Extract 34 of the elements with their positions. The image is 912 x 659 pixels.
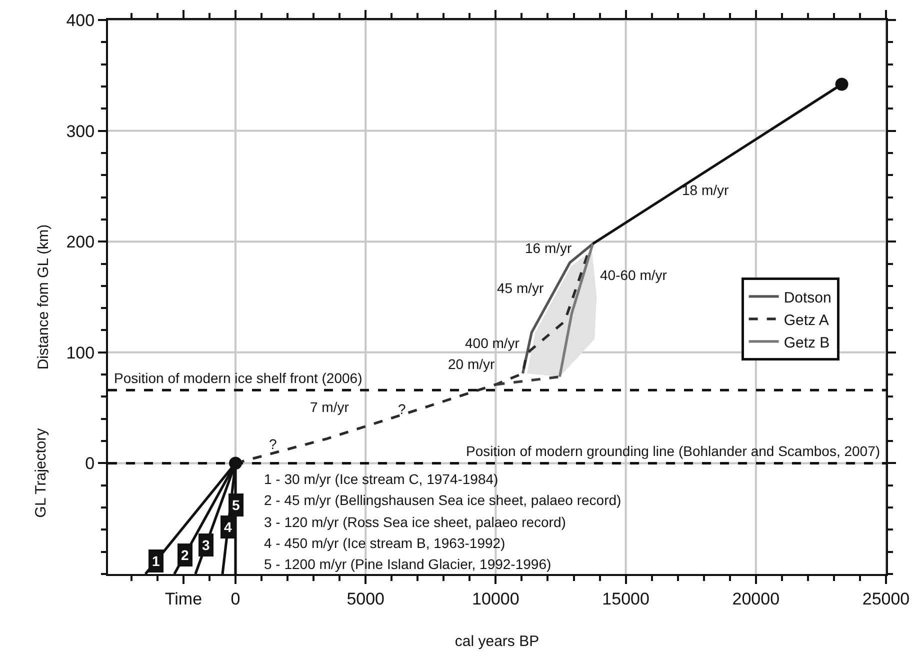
annotation: 4 - 450 m/yr (Ice stream B, 1963-1992) — [264, 535, 506, 551]
annotation: 40-60 m/yr — [600, 267, 668, 283]
x-tick-label: 0 — [230, 589, 240, 608]
x-tick-label: 10000 — [472, 589, 520, 608]
x-tick-label: Time — [164, 589, 202, 608]
annotation: 7 m/yr — [310, 399, 350, 415]
annotation: 18 m/yr — [682, 182, 730, 198]
x-tick-label: 25000 — [862, 589, 910, 608]
y-tick-label: 100 — [66, 343, 95, 362]
ref-line-label: Position of modern grounding line (Bohlander and Scambos, 2007) — [466, 443, 880, 459]
annotation: 5 - 1200 m/yr (Pine Island Glacier, 1992-1996) — [264, 556, 552, 572]
annotation: 1 - 30 m/yr (Ice stream C, 1974-1984) — [264, 471, 498, 487]
y-tick-label: 400 — [66, 10, 95, 30]
annotation: ? — [269, 436, 277, 452]
annotation: 400 m/yr — [465, 335, 520, 351]
y-tick-label: 200 — [66, 232, 95, 252]
x-tick-label: 15000 — [602, 589, 650, 608]
legend-label: Getz B — [784, 334, 830, 352]
x-tick-label: 20000 — [732, 589, 780, 608]
annotation: 20 m/yr — [448, 356, 496, 372]
x-axis-title: cal years BP — [454, 632, 540, 650]
text: GL Trajectory — [32, 428, 50, 518]
annotation: 2 - 45 m/yr (Bellingshausen Sea ice sheet, palaeo record) — [264, 492, 622, 508]
y-tick-label: 300 — [66, 122, 95, 141]
legend-label: Dotson — [784, 289, 832, 306]
annotation: 3 - 120 m/yr (Ross Sea ice sheet, palaeo record) — [264, 514, 566, 530]
y-tick-label: 0 — [85, 454, 95, 474]
legend-label: Getz A — [784, 312, 829, 329]
x-tick-label: 5000 — [346, 589, 385, 608]
annotation: 45 m/yr — [497, 280, 544, 296]
annotation: 16 m/yr — [525, 240, 572, 256]
ref-line-label: Position of modern ice shelf front (2006) — [114, 370, 362, 386]
annotation: ? — [398, 401, 406, 417]
y-axis-title: Distance fom GL (km) — [34, 224, 52, 370]
